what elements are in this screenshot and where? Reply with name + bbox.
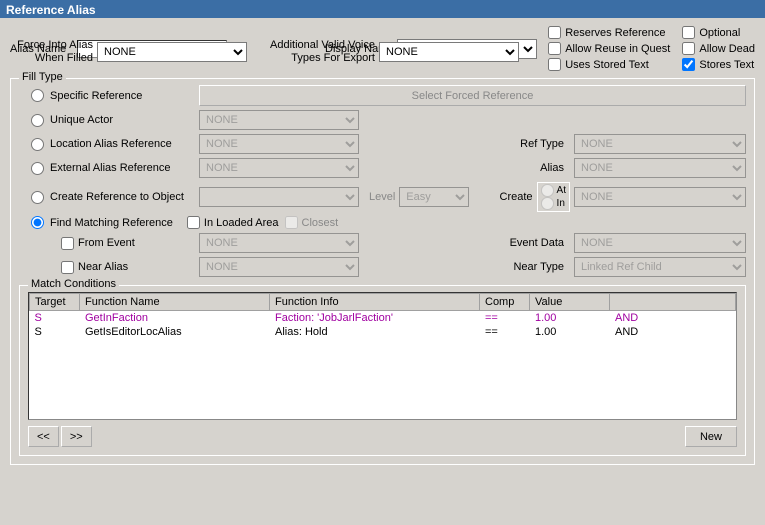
fill-type-group: Fill Type Specific Reference Select Forc… [10, 78, 755, 465]
chk-from-event-row: From Event [19, 237, 199, 250]
chk-allow-reuse[interactable]: Allow Reuse in Quest [548, 42, 670, 55]
radio-create-ref-to-object[interactable]: Create Reference to Object [19, 191, 199, 204]
select-forced-ref-button[interactable]: Select Forced Reference [199, 85, 746, 106]
col-function-name[interactable]: Function Name [80, 294, 270, 311]
near-type-label: Near Type [498, 261, 568, 273]
location-alias-combo[interactable]: NONE [199, 134, 359, 154]
chk-in-loaded-area[interactable]: In Loaded Area [187, 216, 279, 229]
chk-stores-text[interactable]: Stores Text [682, 58, 755, 71]
fill-type-grid: Specific Reference Select Forced Referen… [19, 85, 746, 277]
ref-type-combo[interactable]: NONE [574, 134, 746, 154]
radio-in[interactable]: In [541, 197, 566, 210]
chk-near-alias[interactable]: Near Alias [61, 261, 128, 274]
event-data-combo[interactable]: NONE [574, 233, 746, 253]
table-row[interactable]: SGetInFactionFaction: 'JobJarlFaction'==… [30, 311, 736, 326]
avt-label: Additional Valid Voice Types For Export [257, 39, 375, 64]
window-titlebar: Reference Alias [0, 0, 765, 18]
avt-combo[interactable]: NONE [379, 42, 519, 62]
col-value[interactable]: Value [530, 294, 610, 311]
window-title: Reference Alias [6, 3, 96, 17]
fill-type-legend: Fill Type [19, 71, 66, 83]
force-into-label: Force Into Alias When Filled [10, 39, 93, 64]
new-button[interactable]: New [685, 426, 737, 447]
chk-allow-dead[interactable]: Allow Dead [682, 42, 755, 55]
table-row[interactable]: SGetIsEditorLocAliasAlias: Hold==1.00AND [30, 325, 736, 339]
near-alias-combo[interactable]: NONE [199, 257, 359, 277]
radio-find-matching-ref[interactable]: Find Matching Reference In Loaded Area C… [19, 216, 746, 229]
create-target-combo[interactable]: NONE [574, 187, 746, 207]
level-label: Level [369, 191, 395, 203]
col-function-info[interactable]: Function Info [270, 294, 480, 311]
external-alias-combo[interactable]: NONE [199, 158, 359, 178]
radio-specific-reference[interactable]: Specific Reference [19, 89, 199, 102]
conditions-table: Target Function Name Function Info Comp … [29, 293, 736, 339]
chk-from-event[interactable]: From Event [61, 237, 135, 250]
unique-actor-combo[interactable]: NONE [199, 110, 359, 130]
radio-unique-actor[interactable]: Unique Actor [19, 114, 199, 127]
radio-at[interactable]: At [541, 184, 566, 197]
chk-reserves-reference[interactable]: Reserves Reference [548, 26, 670, 39]
col-andor[interactable] [610, 294, 736, 311]
match-conditions-group: Match Conditions Target Function Name Fu… [19, 285, 746, 456]
conditions-table-wrap[interactable]: Target Function Name Function Info Comp … [28, 292, 737, 420]
prev-button[interactable]: << [28, 426, 59, 447]
row-force-avt: Force Into Alias When Filled NONE Additi… [10, 39, 540, 64]
create-ref-combo[interactable] [199, 187, 359, 207]
main-content: Alias Name Display Name NONE Reserves Re… [0, 18, 765, 469]
from-event-combo[interactable]: NONE [199, 233, 359, 253]
create-label: Create [500, 191, 533, 203]
force-into-combo[interactable]: NONE [97, 42, 247, 62]
radio-location-alias-ref[interactable]: Location Alias Reference [19, 138, 199, 151]
chk-uses-stored-text[interactable]: Uses Stored Text [548, 58, 670, 71]
create-at-in-frame: At In [537, 182, 570, 212]
level-combo[interactable]: Easy [399, 187, 469, 207]
match-conditions-legend: Match Conditions [28, 278, 119, 290]
col-target[interactable]: Target [30, 294, 80, 311]
alias-combo[interactable]: NONE [574, 158, 746, 178]
chk-optional[interactable]: Optional [682, 26, 755, 39]
chk-near-alias-row: Near Alias [19, 261, 199, 274]
radio-external-alias-ref[interactable]: External Alias Reference [19, 162, 199, 175]
near-type-combo[interactable]: Linked Ref Child [574, 257, 746, 277]
conditions-footer: << >> New [28, 426, 737, 447]
alias-label: Alias [498, 162, 568, 174]
next-button[interactable]: >> [61, 426, 92, 447]
col-comp[interactable]: Comp [480, 294, 530, 311]
event-data-label: Event Data [498, 237, 568, 249]
chk-closest: Closest [285, 216, 339, 229]
ref-type-label: Ref Type [498, 138, 568, 150]
